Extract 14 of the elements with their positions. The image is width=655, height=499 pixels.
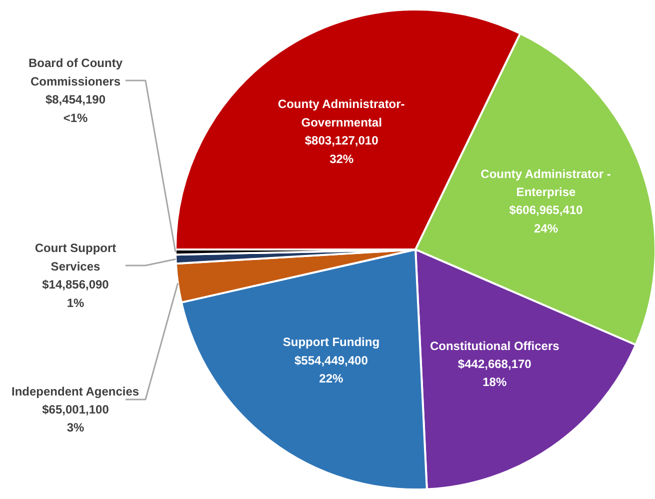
slice-label: Constitutional Officers bbox=[430, 338, 560, 353]
data-label: $442,668,170 18% bbox=[458, 357, 532, 390]
data-label: $554,449,400 22% bbox=[294, 353, 368, 386]
slice-label: County Administrator- Governmental bbox=[278, 97, 405, 130]
data-label: $8,454,190 <1% bbox=[45, 92, 106, 125]
slice-label: Board of County Commissioners bbox=[28, 56, 123, 88]
data-label: $14,856,090 1% bbox=[42, 278, 110, 310]
slice-label: Court Support Services bbox=[34, 241, 116, 274]
data-label: $65,001,100 3% bbox=[42, 402, 110, 435]
data-label: $606,965,410 24% bbox=[509, 203, 584, 236]
slice-label: County Administrator - Enterprise bbox=[480, 166, 611, 199]
slice-label: Independent Agencies bbox=[11, 384, 140, 398]
slice-label: Support Funding bbox=[282, 335, 380, 350]
data-label: $803,127,010 32% bbox=[304, 134, 379, 166]
